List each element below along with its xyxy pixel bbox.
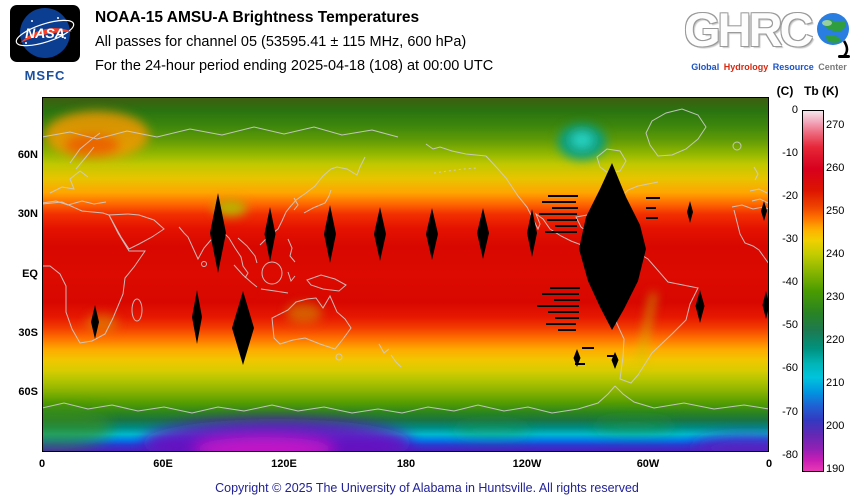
colorbar-tick-k: 260 [826,162,845,174]
colorbar-tick-k: 220 [826,334,845,346]
colorbar-unit-kelvin: Tb (K) [804,84,839,98]
map-frame [42,97,769,452]
brightness-temperature-map [42,97,769,452]
data-gap-swaths [91,163,769,369]
base-temperature-field [42,97,769,452]
footer-copyright: Copyright © 2025 The University of Alaba… [215,481,639,495]
antarctic-cold-pool [42,405,769,452]
lon-tick-label: 60W [636,458,660,470]
coastlines-overlay [42,108,769,414]
colorbar-tick-k: 270 [826,119,845,131]
lon-tick-label: 60E [153,458,173,470]
ghrc-logo: GHRC Global Hydrology Resource Center [684,0,854,78]
colorbar-tick-c: -20 [782,190,798,202]
tagline-word-global: Global [691,62,720,72]
lat-tick-label: EQ [22,268,38,280]
title-line-2: All passes for channel 05 (53595.41 ± 11… [95,34,467,50]
nasa-logo: NASA MSFC [10,5,80,83]
title-line-3: For the 24-hour period ending 2025-04-18… [95,58,494,74]
lon-tick-label: 180 [396,458,416,470]
colorbar-tick-c: -10 [782,147,798,159]
lon-tick-label: 120E [271,458,297,470]
tagline-word-hydrology: Hydrology [723,62,769,72]
colorbar-tick-k: 210 [826,377,845,389]
colorbar-tick-k: 190 [826,463,845,475]
lon-tick-label: 0 [765,458,773,470]
colorbar-tick-k: 200 [826,420,845,432]
lat-tick-label: 30N [17,208,38,220]
colorbar-tick-c: -50 [782,319,798,331]
lon-tick-label: 0 [38,458,46,470]
lat-tick-label: 60N [17,149,38,161]
colorbar-tick-k: 230 [826,291,845,303]
colorbar-gradient [802,110,824,472]
colorbar-tick-c: -60 [782,362,798,374]
ghrc-tagline: Global Hydrology Resource Center [684,62,854,72]
ghrc-globe-icon [817,13,850,58]
ghrc-acronym: GHRC [684,3,813,56]
colorbar-tick-c: -70 [782,406,798,418]
colorbar-tick-c: -30 [782,233,798,245]
lat-tick-label: 30S [18,327,38,339]
colorbar-tick-c: -40 [782,276,798,288]
colorbar-unit-celsius: (C) [776,84,794,98]
colorbar-tick-k: 240 [826,248,845,260]
svg-text:NASA: NASA [25,25,65,41]
msfc-label: MSFC [24,68,66,83]
lon-tick-label: 120W [512,458,542,470]
tagline-word-center: Center [818,62,847,72]
nasa-meatball-icon: NASA [10,5,80,62]
title-line-1: NOAA-15 AMSU-A Brightness Temperatures [95,9,420,26]
tagline-word-resource: Resource [772,62,814,72]
colorbar-tick-c: -80 [782,449,798,461]
colorbar-tick-k: 250 [826,205,845,217]
lat-tick-label: 60S [18,386,38,398]
colorbar-tick-c: 0 [791,104,798,116]
